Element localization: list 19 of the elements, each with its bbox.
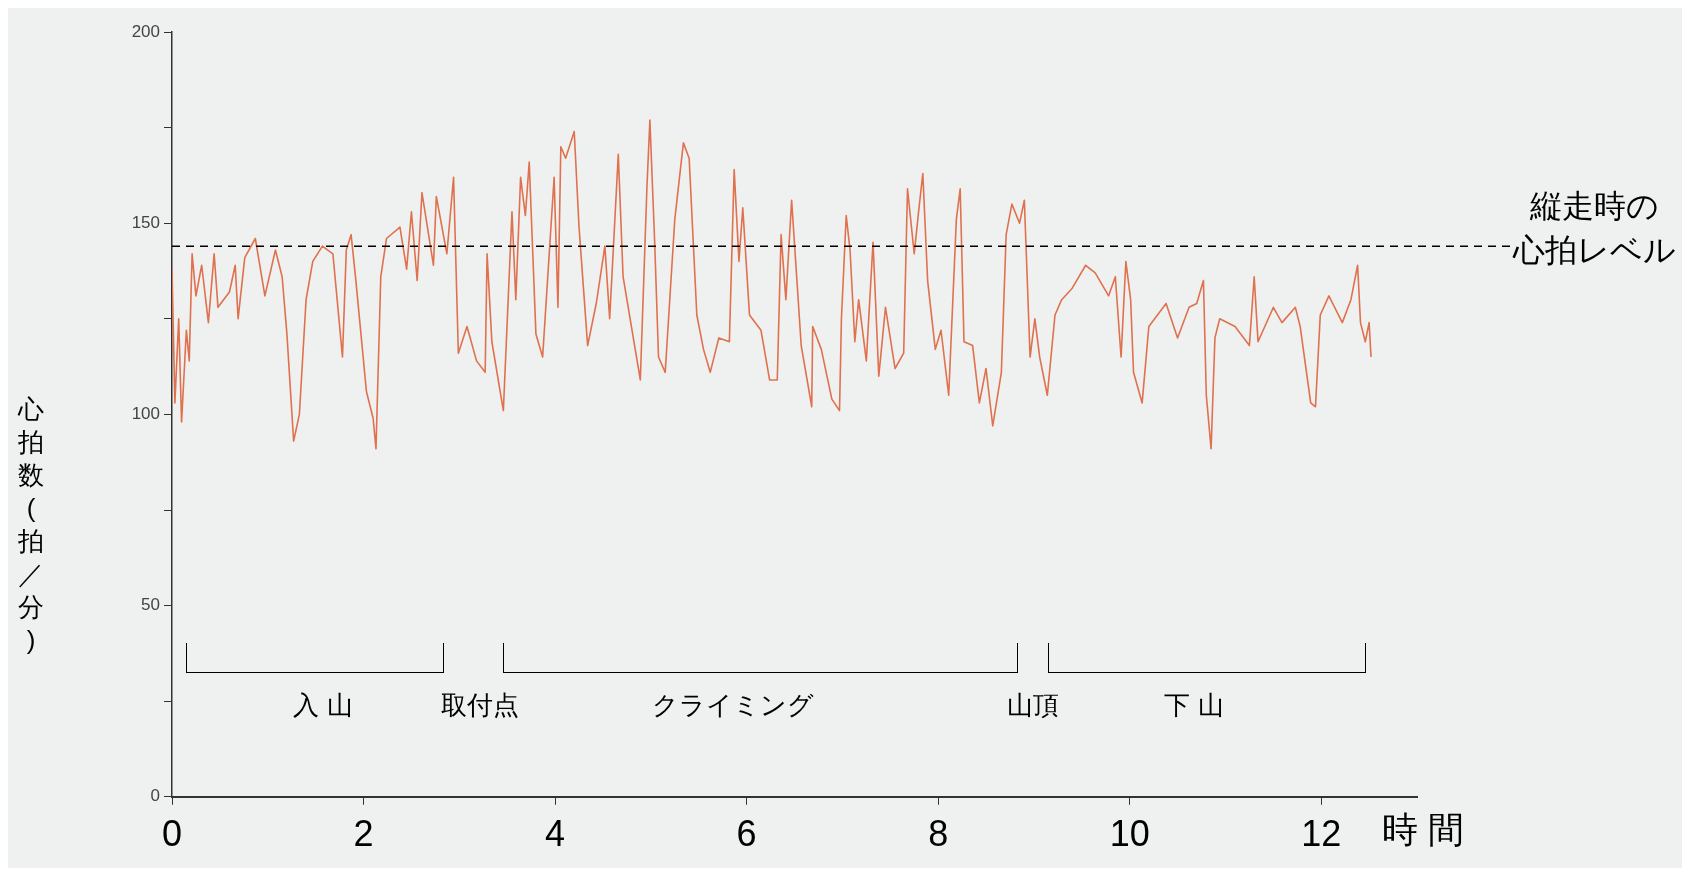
x-tick-label: 6 <box>736 813 757 855</box>
y-tick-label: 150 <box>131 212 160 232</box>
y-axis-title: 心拍数(拍／分) <box>16 393 45 657</box>
annotation: クライミング <box>652 689 814 722</box>
x-tick-label: 10 <box>1109 813 1150 855</box>
y-tick-label: 0 <box>150 786 160 806</box>
annotation: 山頂 <box>1007 689 1059 722</box>
x-tick-label: 2 <box>353 813 374 855</box>
x-axis-title: 時 間 <box>1382 808 1465 852</box>
annotation: 入 山 <box>293 689 353 722</box>
y-tick-label: 200 <box>131 21 160 41</box>
y-tick-label: 100 <box>131 404 160 424</box>
y-tick-label: 50 <box>141 595 160 615</box>
ref-line-label: 縦走時の心拍レベル <box>1513 184 1676 273</box>
x-tick-label: 12 <box>1301 813 1342 855</box>
x-tick-label: 8 <box>928 813 949 855</box>
annotation: 取付点 <box>441 689 519 722</box>
x-tick-label: 4 <box>545 813 566 855</box>
annotation: 下 山 <box>1164 689 1224 722</box>
